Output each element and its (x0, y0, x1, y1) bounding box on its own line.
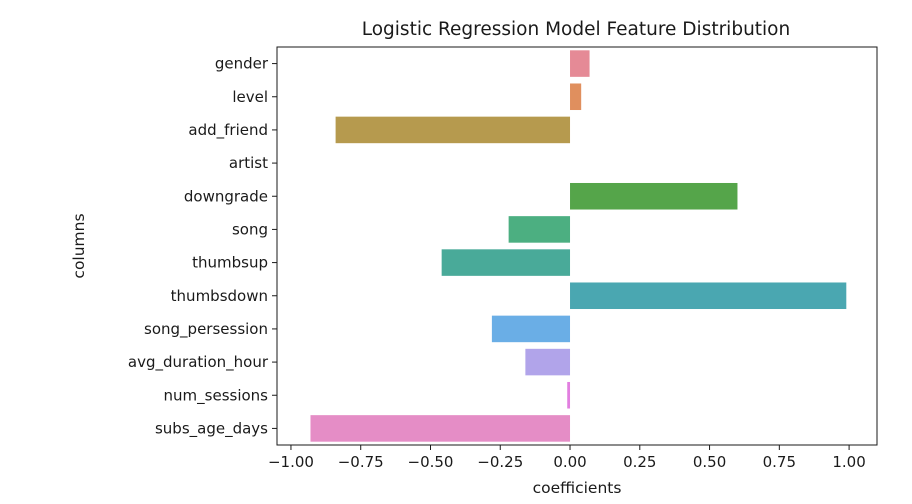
bars-layer (310, 50, 847, 442)
bar-avg-duration-hour (525, 348, 571, 376)
bar-song (508, 216, 571, 243)
bar-num-sessions (567, 381, 571, 409)
y-tick-label: thumbsdown (171, 287, 268, 305)
x-tick-label: −0.50 (408, 453, 454, 471)
x-tick-label: −1.00 (268, 453, 314, 471)
x-tick-label: −0.75 (338, 453, 384, 471)
bar-song-persession (491, 315, 571, 343)
y-tick-label: level (232, 88, 268, 106)
y-tick-label: downgrade (184, 187, 268, 205)
y-tick-label: avg_duration_hour (128, 353, 269, 372)
x-tick-label: 1.00 (832, 453, 865, 471)
bar-downgrade (570, 182, 738, 210)
x-tick-label: 0.50 (693, 453, 726, 471)
bar-thumbsup (441, 249, 571, 276)
x-tick-label: −0.25 (477, 453, 523, 471)
x-tick-label: 0.00 (553, 453, 586, 471)
plot-frame (276, 46, 878, 446)
bar-subs-age-days (310, 415, 571, 442)
bar-thumbsdown (570, 282, 847, 310)
y-axis-label: columns (70, 213, 88, 278)
chart-title: Logistic Regression Model Feature Distri… (362, 19, 790, 40)
y-tick-label: song (232, 220, 268, 238)
x-axis-label: coefficients (533, 479, 622, 497)
bar-level (570, 83, 582, 111)
y-tick-label: add_friend (188, 121, 268, 140)
y-tick-label: artist (229, 154, 268, 172)
y-tick-label: num_sessions (164, 386, 269, 405)
bar-gender (570, 50, 590, 77)
y-tick-label: gender (215, 55, 269, 73)
x-tick-label: 0.75 (763, 453, 796, 471)
x-tick-label: 0.25 (623, 453, 656, 471)
y-tick-label: thumbsup (192, 254, 268, 272)
y-tick-label: song_persession (144, 320, 268, 339)
x-axis-ticks: −1.00 −0.75 −0.50 −0.25 0.00 0.25 0.50 0.75 1.00 (268, 445, 866, 471)
bar-add-friend (335, 116, 571, 144)
y-tick-label: subs_age_days (155, 419, 268, 438)
